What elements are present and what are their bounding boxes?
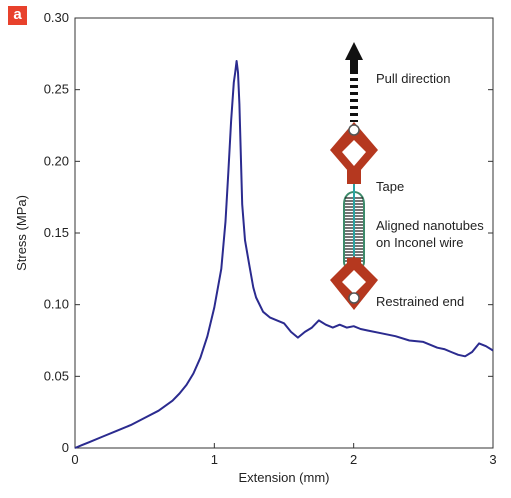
y-tick-label: 0.20 (44, 153, 69, 168)
pull-dashes (350, 78, 358, 122)
y-axis-label: Stress (MPa) (14, 195, 29, 271)
panel-label: a (8, 6, 27, 25)
y-tick-label: 0.05 (44, 368, 69, 383)
pull-arrow-icon (345, 42, 363, 60)
top-tape (347, 170, 361, 184)
top-pin-icon (348, 124, 360, 136)
annotation-pull-direction: Pull direction (376, 71, 450, 86)
x-tick-label: 2 (350, 452, 357, 467)
y-tick-label: 0.10 (44, 297, 69, 312)
pull-arrow-shaft (350, 60, 358, 74)
y-tick-label: 0.15 (44, 225, 69, 240)
bottom-pin-icon (348, 292, 360, 304)
x-tick-label: 3 (489, 452, 496, 467)
y-tick-label: 0.30 (44, 10, 69, 25)
x-axis-label: Extension (mm) (238, 470, 329, 485)
y-tick-label: 0 (62, 440, 69, 455)
annotation-restrained-end: Restrained end (376, 294, 464, 309)
series-line (74, 60, 494, 449)
annotation-inconel-wire: on Inconel wire (376, 235, 463, 250)
specimen-diagram (330, 42, 378, 310)
x-tick-label: 1 (211, 452, 218, 467)
x-axis-ticks: 0 1 2 3 (71, 443, 497, 467)
y-tick-label: 0.25 (44, 82, 69, 97)
annotation-tape: Tape (376, 179, 404, 194)
annotation-aligned-nanotubes: Aligned nanotubes (376, 218, 484, 233)
y-axis-ticks: 0 0.05 0.10 0.15 0.20 0.25 0.30 (44, 10, 493, 455)
x-tick-label: 0 (71, 452, 78, 467)
